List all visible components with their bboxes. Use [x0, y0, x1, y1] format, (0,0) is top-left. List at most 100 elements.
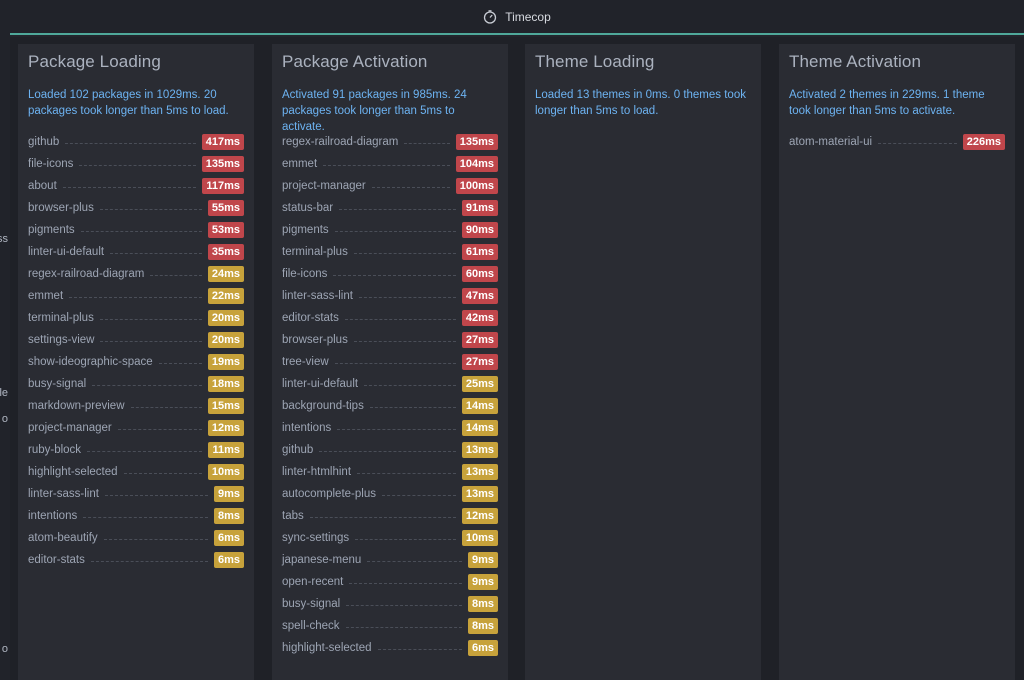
- time-badge: 90ms: [461, 222, 498, 238]
- time-badge: 27ms: [461, 354, 498, 370]
- left-panel-edge: ss le o o: [0, 0, 10, 680]
- list-item: editor-stats 6ms: [28, 549, 244, 571]
- list-item: browser-plus 55ms: [28, 197, 244, 219]
- list-item: japanese-menu 9ms: [282, 549, 498, 571]
- package-name[interactable]: busy-signal: [28, 378, 87, 390]
- leader-line: [364, 384, 456, 386]
- package-name[interactable]: linter-ui-default: [28, 246, 105, 258]
- package-name[interactable]: regex-railroad-diagram: [28, 268, 145, 280]
- package-name[interactable]: autocomplete-plus: [282, 488, 376, 500]
- package-name[interactable]: tree-view: [282, 356, 329, 368]
- list-item: github 13ms: [282, 439, 498, 461]
- time-badge: 27ms: [461, 332, 498, 348]
- package-name[interactable]: japanese-menu: [282, 554, 362, 566]
- package-name[interactable]: emmet: [28, 290, 64, 302]
- package-name[interactable]: tabs: [282, 510, 304, 522]
- package-name[interactable]: github: [28, 136, 60, 148]
- leader-line: [65, 142, 196, 144]
- package-name[interactable]: linter-sass-lint: [282, 290, 353, 302]
- list-item: autocomplete-plus 13ms: [282, 483, 498, 505]
- leader-line: [344, 318, 456, 320]
- package-name[interactable]: editor-stats: [28, 554, 85, 566]
- package-name[interactable]: file-icons: [282, 268, 328, 280]
- package-name[interactable]: status-bar: [282, 202, 334, 214]
- package-name[interactable]: pigments: [28, 224, 75, 236]
- package-name[interactable]: intentions: [282, 422, 332, 434]
- package-name[interactable]: about: [28, 180, 57, 192]
- time-badge: 8ms: [213, 508, 244, 524]
- leader-line: [100, 340, 202, 342]
- package-name[interactable]: busy-signal: [282, 598, 341, 610]
- package-name[interactable]: terminal-plus: [28, 312, 94, 324]
- list-item: highlight-selected 6ms: [282, 637, 498, 659]
- leader-line: [103, 538, 208, 540]
- pane-package-activation: Package Activation Activated 91 packages…: [272, 44, 508, 680]
- package-name[interactable]: editor-stats: [282, 312, 339, 324]
- package-name[interactable]: spell-check: [282, 620, 340, 632]
- leader-line: [104, 494, 208, 496]
- leader-line: [381, 494, 456, 496]
- time-badge: 8ms: [467, 618, 498, 634]
- stopwatch-icon: [483, 9, 497, 24]
- package-name[interactable]: browser-plus: [282, 334, 348, 346]
- package-name[interactable]: atom-beautify: [28, 532, 98, 544]
- package-name[interactable]: highlight-selected: [28, 466, 118, 478]
- package-name[interactable]: pigments: [282, 224, 329, 236]
- package-name[interactable]: show-ideographic-space: [28, 356, 153, 368]
- list-item: emmet 22ms: [28, 285, 244, 307]
- time-badge: 12ms: [461, 508, 498, 524]
- package-name[interactable]: terminal-plus: [282, 246, 348, 258]
- package-name[interactable]: emmet: [282, 158, 318, 170]
- time-badge: 42ms: [461, 310, 498, 326]
- package-name[interactable]: regex-railroad-diagram: [282, 136, 399, 148]
- list-item: tree-view 27ms: [282, 351, 498, 373]
- package-name[interactable]: github: [282, 444, 314, 456]
- time-badge: 55ms: [207, 200, 244, 216]
- package-name[interactable]: open-recent: [282, 576, 344, 588]
- leader-line: [80, 230, 202, 232]
- leader-line: [110, 252, 202, 254]
- package-name[interactable]: linter-htmlhint: [282, 466, 352, 478]
- time-badge: 47ms: [461, 288, 498, 304]
- leader-line: [353, 340, 456, 342]
- time-badge: 135ms: [455, 134, 498, 150]
- pane-summary: Loaded 102 packages in 1029ms. 20 packag…: [28, 89, 229, 117]
- pane-theme-loading: Theme Loading Loaded 13 themes in 0ms. 0…: [525, 44, 761, 680]
- package-name[interactable]: project-manager: [282, 180, 366, 192]
- package-name[interactable]: settings-view: [28, 334, 95, 346]
- list-item: file-icons 135ms: [28, 153, 244, 175]
- left-edge-fragment: ss: [0, 233, 8, 245]
- leader-line: [367, 560, 462, 562]
- list-item: busy-signal 18ms: [28, 373, 244, 395]
- list-item: browser-plus 27ms: [282, 329, 498, 351]
- package-name[interactable]: project-manager: [28, 422, 112, 434]
- package-name[interactable]: ruby-block: [28, 444, 82, 456]
- package-name[interactable]: atom-material-ui: [789, 136, 873, 148]
- list-item: file-icons 60ms: [282, 263, 498, 285]
- leader-line: [130, 406, 202, 408]
- list-item: sync-settings 10ms: [282, 527, 498, 549]
- leader-line: [345, 626, 462, 628]
- time-badge: 10ms: [461, 530, 498, 546]
- package-name[interactable]: background-tips: [282, 400, 364, 412]
- tab-timecop[interactable]: Timecop: [483, 10, 551, 24]
- leader-line: [357, 472, 456, 474]
- list-item: spell-check 8ms: [282, 615, 498, 637]
- leader-line: [349, 582, 462, 584]
- package-name[interactable]: browser-plus: [28, 202, 94, 214]
- package-name[interactable]: sync-settings: [282, 532, 350, 544]
- time-badge: 10ms: [207, 464, 244, 480]
- leader-line: [90, 560, 208, 562]
- time-badge: 13ms: [461, 486, 498, 502]
- list-item: atom-beautify 6ms: [28, 527, 244, 549]
- package-name[interactable]: file-icons: [28, 158, 74, 170]
- pane-rows: github 417ms file-icons 135ms about 117ms brow…: [28, 131, 244, 571]
- package-name[interactable]: linter-sass-lint: [28, 488, 99, 500]
- package-name[interactable]: linter-ui-default: [282, 378, 359, 390]
- package-name[interactable]: markdown-preview: [28, 400, 125, 412]
- time-badge: 6ms: [213, 530, 244, 546]
- package-name[interactable]: intentions: [28, 510, 78, 522]
- leader-line: [83, 516, 208, 518]
- package-name[interactable]: highlight-selected: [282, 642, 372, 654]
- pane-rows: regex-railroad-diagram 135ms emmet 104ms pro…: [282, 131, 498, 659]
